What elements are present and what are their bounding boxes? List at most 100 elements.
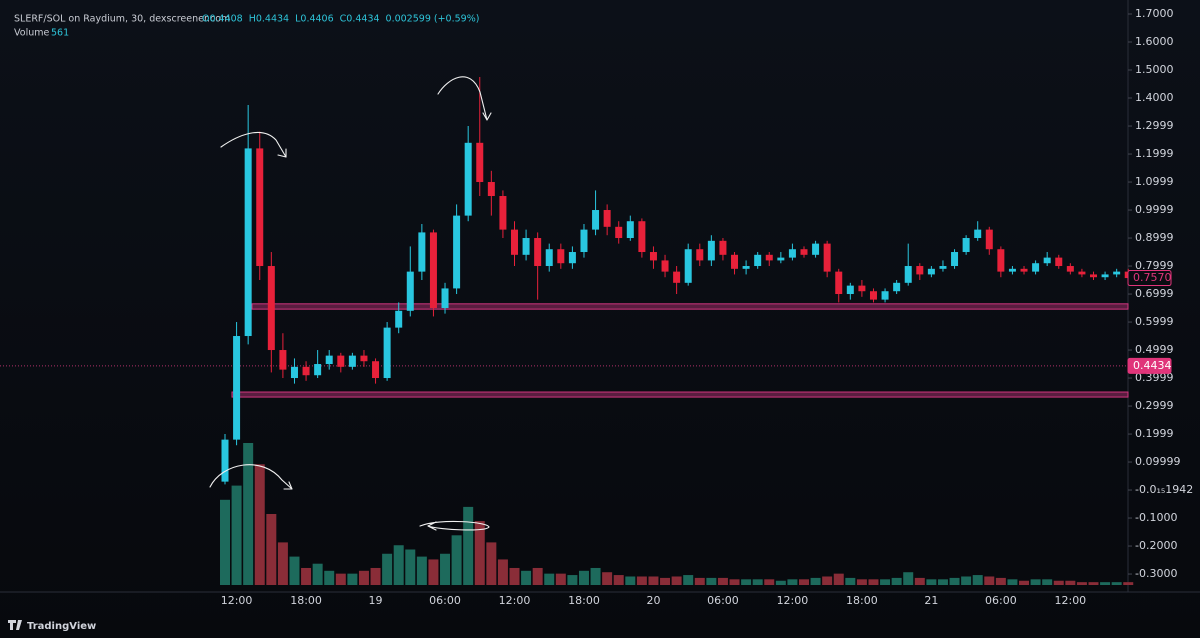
x-tick-label: 12:00 xyxy=(499,594,531,607)
y-tick-label: -0.3000 xyxy=(1135,567,1177,580)
candle-body xyxy=(406,271,414,311)
volume-bar xyxy=(856,579,867,585)
volume-bar xyxy=(312,563,323,585)
volume-bar xyxy=(845,577,856,585)
volume-bar xyxy=(613,575,624,585)
candle-body xyxy=(395,310,403,328)
y-tick-label: 1.5000 xyxy=(1135,63,1174,76)
candle-body xyxy=(1043,257,1051,264)
candle-body xyxy=(302,366,310,376)
ohlc-value: L0.4406 xyxy=(295,14,334,25)
y-tick-label: 1.7000 xyxy=(1135,7,1174,20)
volume-bar xyxy=(741,579,752,585)
volume-bar xyxy=(1076,582,1087,585)
candle-body xyxy=(568,252,576,264)
candle-body xyxy=(684,249,692,283)
candle-body xyxy=(499,196,507,230)
volume-bar xyxy=(1007,579,1018,585)
brand-logo xyxy=(8,620,22,630)
volume-bar xyxy=(451,535,462,585)
volume-bar xyxy=(220,499,230,585)
volume-bar xyxy=(289,556,300,585)
candle-body xyxy=(754,254,762,267)
candle-body xyxy=(267,266,275,351)
y-tick-label: 1.0999 xyxy=(1135,175,1174,188)
volume-bar xyxy=(1042,579,1053,585)
candle-body xyxy=(846,285,854,295)
candle-body xyxy=(360,355,368,362)
candle-body xyxy=(279,350,287,370)
candle-body xyxy=(661,260,669,272)
volume-bar xyxy=(752,579,763,585)
candle-body xyxy=(453,215,461,289)
y-tick-label: 0.2999 xyxy=(1135,399,1174,412)
candle-body xyxy=(441,288,449,309)
axes: 1.7000 1.6000 1.5000 1.4000 1.2999 1.1999 1.09… xyxy=(221,7,1194,607)
candle-body xyxy=(1090,274,1097,278)
volume-bar xyxy=(1065,580,1076,585)
candle-body xyxy=(939,266,947,269)
y-tick-label: 0.8999 xyxy=(1135,231,1174,244)
candle-body xyxy=(534,238,542,267)
candle-body xyxy=(985,229,993,250)
volume-bar xyxy=(509,567,520,585)
volume-value: 561 xyxy=(51,28,69,39)
volume-bar xyxy=(301,567,312,585)
candle-body xyxy=(545,249,553,267)
volume-bar xyxy=(231,485,242,585)
candle-body xyxy=(256,148,264,267)
y-tick-label: 0.6999 xyxy=(1135,287,1174,300)
volume-bar xyxy=(683,575,694,585)
volume-bar xyxy=(393,545,404,585)
candle-body xyxy=(592,210,600,230)
volume-bar xyxy=(868,579,879,585)
volume-bar xyxy=(636,576,647,585)
arrow xyxy=(220,131,287,158)
candle-body xyxy=(290,366,298,379)
candle-body xyxy=(916,266,924,275)
volume-bar xyxy=(277,542,288,585)
volume-bar xyxy=(486,542,497,585)
volume-bar xyxy=(1100,582,1111,585)
ohlc-value: O0.4408 xyxy=(202,14,243,25)
y-tick-label: 0.09999 xyxy=(1135,455,1181,468)
volume-bar xyxy=(382,553,393,585)
x-tick-label: 06:00 xyxy=(429,594,461,607)
volume-bar xyxy=(521,570,532,585)
volume-bar xyxy=(497,559,508,585)
candle-body xyxy=(904,266,912,283)
volume-bar xyxy=(1123,582,1134,585)
y-tick-label: -0.2000 xyxy=(1135,539,1177,552)
candle-body xyxy=(348,355,356,367)
candle-body xyxy=(464,142,472,216)
candle-body xyxy=(777,257,785,261)
brand: TradingView xyxy=(8,620,96,632)
volume-bar xyxy=(474,521,485,585)
candle-body xyxy=(1008,268,1016,272)
x-tick-label: 06:00 xyxy=(707,594,739,607)
x-tick-label: 18:00 xyxy=(846,594,878,607)
candle-body xyxy=(893,282,901,292)
volume-bar xyxy=(578,570,589,585)
price-label: 0.4434 xyxy=(1133,359,1172,372)
brand-name: TradingView xyxy=(27,621,96,632)
candle-body xyxy=(221,439,229,482)
arrow xyxy=(437,76,492,121)
volume-label: Volume xyxy=(14,28,49,39)
candle-body xyxy=(511,229,518,255)
volume-bar xyxy=(799,579,809,585)
volume-bar xyxy=(1111,582,1122,585)
volume-bar xyxy=(729,579,740,585)
volume-bar xyxy=(440,553,451,585)
candle-body xyxy=(244,148,252,337)
volume-bar xyxy=(532,567,543,585)
volume-bar xyxy=(891,577,902,585)
y-tick-label: -0.1000 xyxy=(1135,511,1177,524)
ohlc-value: 0.002599 (+0.59%) xyxy=(386,14,480,25)
volume-bar xyxy=(926,579,937,585)
candle-body xyxy=(673,271,681,283)
volume-bar xyxy=(358,570,369,585)
volume-bar xyxy=(335,573,346,585)
y-tick-label: 1.6000 xyxy=(1135,35,1174,48)
